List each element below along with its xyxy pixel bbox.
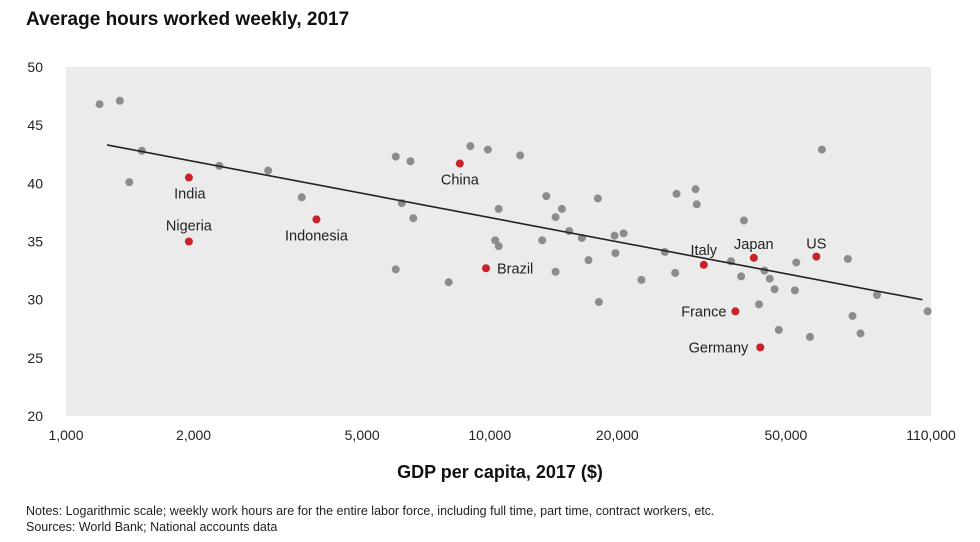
data-label-italy: Italy bbox=[690, 243, 717, 259]
x-axis-label: GDP per capita, 2017 ($) bbox=[397, 462, 603, 482]
data-label-france: France bbox=[681, 304, 726, 320]
data-point-other bbox=[872, 291, 881, 300]
x-tick-label: 20,000 bbox=[596, 427, 639, 443]
data-point-other bbox=[125, 178, 134, 187]
data-point-other bbox=[671, 268, 680, 277]
y-tick-label: 50 bbox=[27, 59, 43, 75]
data-point-other bbox=[551, 267, 560, 276]
data-point-other bbox=[770, 285, 779, 294]
x-tick-label: 110,000 bbox=[906, 427, 956, 443]
data-point-other bbox=[593, 194, 602, 203]
data-point-other bbox=[391, 152, 400, 161]
data-point-other bbox=[739, 216, 748, 225]
data-point-other bbox=[406, 157, 415, 166]
y-tick-label: 35 bbox=[27, 234, 43, 250]
data-point-other bbox=[691, 185, 700, 194]
data-label-japan: Japan bbox=[734, 237, 774, 253]
data-label-nigeria: Nigeria bbox=[166, 219, 213, 235]
data-label-indonesia: Indonesia bbox=[285, 228, 349, 244]
y-tick-label: 40 bbox=[27, 175, 43, 191]
data-point-other bbox=[557, 204, 566, 213]
trend-line bbox=[106, 144, 923, 301]
data-point-other bbox=[765, 274, 774, 283]
x-tick-label: 10,000 bbox=[468, 427, 511, 443]
data-point-other bbox=[817, 145, 826, 154]
data-point-other bbox=[538, 236, 547, 245]
data-point-other bbox=[297, 193, 306, 202]
data-point-other bbox=[637, 275, 646, 284]
x-tick-label: 1,000 bbox=[48, 427, 83, 443]
notes: Notes: Logarithmic scale; weekly work ho… bbox=[26, 503, 714, 535]
data-point-other bbox=[494, 242, 503, 251]
data-point-nigeria bbox=[184, 237, 193, 246]
y-tick-label: 25 bbox=[27, 350, 43, 366]
data-point-other bbox=[610, 231, 619, 240]
data-point-other bbox=[483, 145, 492, 154]
data-point-other bbox=[264, 166, 273, 175]
data-point-brazil bbox=[482, 264, 491, 273]
data-point-other bbox=[806, 332, 815, 341]
data-point-other bbox=[444, 278, 453, 287]
data-point-other bbox=[672, 189, 681, 198]
chart-title: Average hours worked weekly, 2017 bbox=[26, 9, 350, 30]
y-tick-label: 20 bbox=[27, 408, 43, 424]
data-label-brazil: Brazil bbox=[497, 261, 533, 277]
data-label-germany: Germany bbox=[689, 340, 749, 356]
x-tick-label: 5,000 bbox=[345, 427, 380, 443]
data-point-indonesia bbox=[312, 215, 321, 224]
data-label-china: China bbox=[441, 173, 480, 189]
data-point-other bbox=[774, 325, 783, 334]
data-point-india bbox=[184, 173, 193, 182]
data-label-india: India bbox=[174, 187, 206, 203]
data-point-other bbox=[391, 265, 400, 274]
highlighted-countries: India Nigeria Indonesia China Brazil Italy Jap… bbox=[166, 159, 826, 356]
data-point-other bbox=[737, 272, 746, 281]
data-point-other bbox=[755, 300, 764, 309]
data-point-other bbox=[619, 229, 628, 238]
data-point-other bbox=[692, 200, 701, 209]
y-tick-label: 45 bbox=[27, 117, 43, 133]
y-axis: 20 25 30 35 40 45 50 bbox=[27, 59, 43, 424]
data-point-other bbox=[923, 307, 932, 316]
data-point-germany bbox=[756, 343, 765, 352]
data-point-other bbox=[790, 286, 799, 295]
data-point-other bbox=[491, 236, 500, 245]
x-axis: 1,000 2,000 5,000 10,000 20,000 50,000 110,000 bbox=[48, 427, 956, 443]
data-point-other bbox=[95, 100, 104, 109]
data-point-other bbox=[516, 151, 525, 160]
x-tick-label: 2,000 bbox=[176, 427, 211, 443]
data-point-other bbox=[115, 96, 124, 105]
data-point-other bbox=[792, 258, 801, 267]
data-point-other bbox=[466, 142, 475, 151]
data-point-france bbox=[731, 307, 740, 316]
data-point-other bbox=[551, 213, 560, 222]
data-point-other bbox=[494, 204, 503, 213]
data-point-other bbox=[409, 214, 418, 223]
x-tick-label: 50,000 bbox=[764, 427, 807, 443]
data-point-other bbox=[848, 311, 857, 320]
notes-line: Notes: Logarithmic scale; weekly work ho… bbox=[26, 504, 715, 518]
data-point-other bbox=[594, 297, 603, 306]
data-point-china bbox=[455, 159, 464, 168]
data-point-italy bbox=[699, 260, 708, 269]
y-tick-label: 30 bbox=[27, 292, 43, 308]
data-point-other bbox=[843, 254, 852, 263]
data-point-other bbox=[856, 329, 865, 338]
data-point-us bbox=[812, 252, 821, 261]
data-point-japan bbox=[749, 253, 758, 262]
data-point-other bbox=[611, 249, 620, 258]
data-point-other bbox=[584, 256, 593, 265]
data-point-other bbox=[542, 192, 551, 201]
sources-line: Sources: World Bank; National accounts d… bbox=[26, 520, 278, 534]
data-label-us: US bbox=[806, 237, 826, 253]
